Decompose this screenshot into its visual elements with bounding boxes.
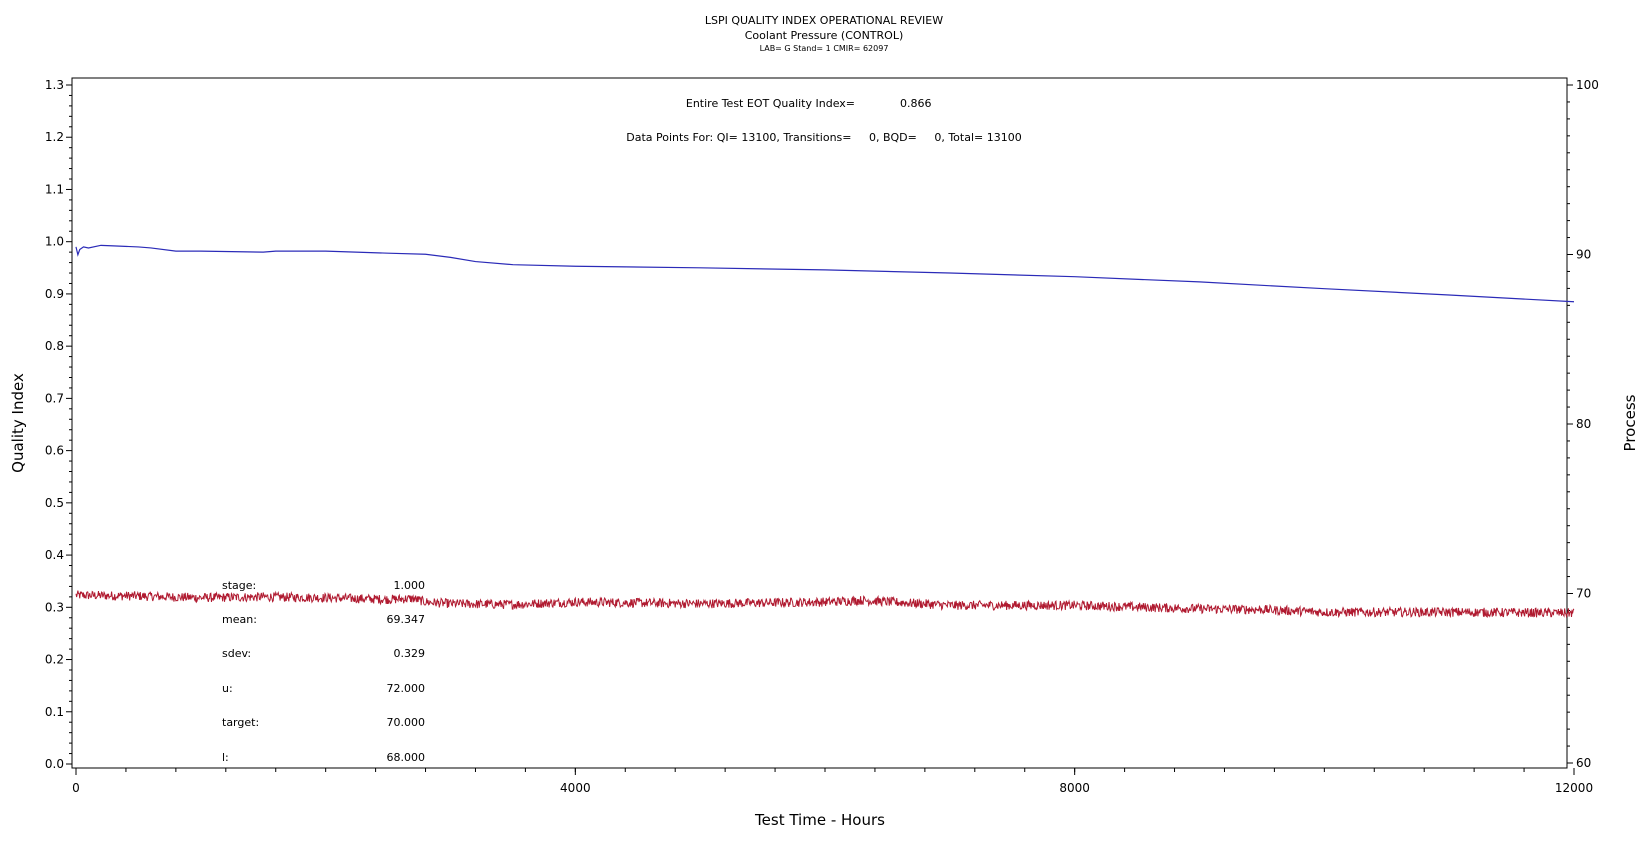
x-tick-label: 4000: [560, 781, 591, 795]
eot-label: Entire Test EOT Quality Index=: [686, 97, 855, 110]
x-tick-label: 12000: [1555, 781, 1593, 795]
y-tick-label: 1.0: [45, 235, 64, 249]
y2-tick-label: 90: [1576, 248, 1591, 262]
stat-label: target:: [222, 716, 259, 729]
y-tick-label: 0.4: [45, 548, 64, 562]
stat-label: sdev:: [222, 647, 251, 660]
y2-tick-label: 70: [1576, 587, 1591, 601]
chart-subtitle-2: LAB= G Stand= 1 CMIR= 62097: [760, 44, 889, 53]
y-tick-label: 1.1: [45, 182, 64, 196]
y2-axis-label: Process: [1621, 394, 1639, 451]
stat-value: 70.000: [387, 716, 426, 729]
y-axis-label: Quality Index: [9, 373, 27, 473]
y-tick-label: 0.0: [45, 757, 64, 771]
quality-index-series-line: [75, 244, 1575, 303]
x-tick-label: 8000: [1059, 781, 1090, 795]
chart-title: LSPI QUALITY INDEX OPERATIONAL REVIEW: [705, 14, 943, 27]
stat-label: l:: [222, 751, 229, 764]
y-tick-label: 0.3: [45, 600, 64, 614]
y-tick-label: 0.7: [45, 391, 64, 405]
stats-panel: stage: 1.000 mean: 69.347 sdev: 0.329 u: 72.000…: [222, 579, 425, 764]
datapoints-annotation: Data Points For: QI= 13100, Transitions=…: [626, 131, 1021, 144]
y-tick-label: 0.1: [45, 705, 64, 719]
stat-label: mean:: [222, 613, 257, 626]
stat-value: 69.347: [387, 613, 426, 626]
y-tick-label: 0.9: [45, 287, 64, 301]
y-tick-label: 1.3: [45, 78, 64, 92]
axis-ticks: 0.0 0.1 0.2 0.3 0.4 0.5 0.6 0.7 0.8 0.9 1.0 1.1 1.2 1…: [45, 78, 1599, 795]
stat-label: u:: [222, 682, 233, 695]
y-tick-label: 0.6: [45, 444, 64, 458]
y-tick-label: 0.8: [45, 339, 64, 353]
eot-annotation: Entire Test EOT Quality Index= 0.866: [686, 97, 932, 110]
plot-frame: [71, 77, 1568, 769]
y-tick-label: 0.2: [45, 653, 64, 667]
stat-value: 68.000: [387, 751, 426, 764]
y2-tick-label: 80: [1576, 417, 1591, 431]
y2-tick-label: 60: [1576, 756, 1591, 770]
process-series-line: [75, 590, 1575, 619]
y2-tick-label: 100: [1576, 78, 1599, 92]
data-series: [75, 244, 1575, 619]
x-tick-label: 0: [72, 781, 80, 795]
stat-value: 0.329: [394, 647, 426, 660]
chart-subtitle: Coolant Pressure (CONTROL): [745, 29, 904, 42]
stat-value: 72.000: [387, 682, 426, 695]
stat-value: 1.000: [394, 579, 426, 592]
y-tick-label: 1.2: [45, 130, 64, 144]
y-tick-label: 0.5: [45, 496, 64, 510]
eot-value: 0.866: [900, 97, 932, 110]
x-axis-label: Test Time - Hours: [754, 811, 885, 829]
stat-label: stage:: [222, 579, 256, 592]
